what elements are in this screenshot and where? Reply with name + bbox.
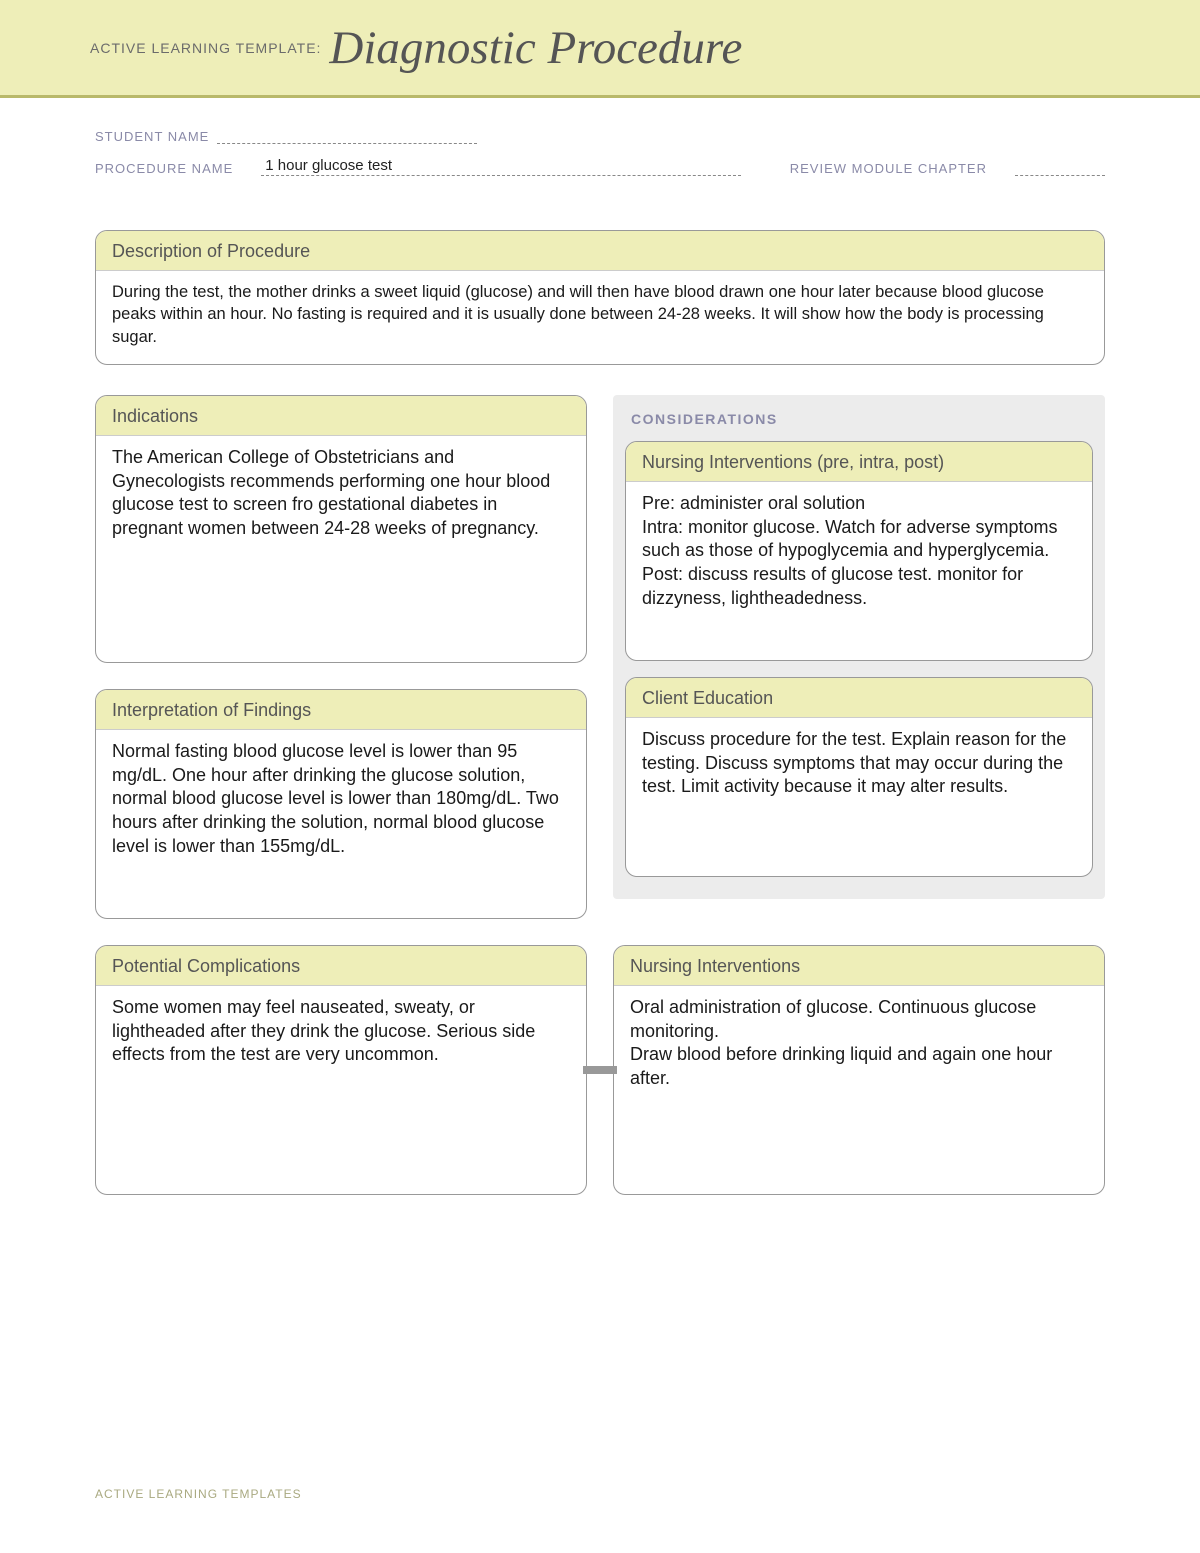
client-education-box: Client Education Discuss procedure for t… — [625, 677, 1093, 877]
indications-body: The American College of Obstetricians an… — [96, 436, 586, 557]
student-name-field[interactable] — [217, 126, 477, 144]
complications-box: Potential Complications Some women may f… — [95, 945, 587, 1195]
description-title: Description of Procedure — [96, 231, 1104, 271]
indications-box: Indications The American College of Obst… — [95, 395, 587, 663]
considerations-group: CONSIDERATIONS Nursing Interventions (pr… — [613, 395, 1105, 899]
header-prefix: ACTIVE LEARNING TEMPLATE: — [90, 40, 321, 56]
procedure-name-label: PROCEDURE NAME — [95, 161, 233, 176]
nursing-pre-body: Pre: administer oral solution Intra: mon… — [626, 482, 1092, 627]
indications-title: Indications — [96, 396, 586, 436]
complications-title: Potential Complications — [96, 946, 586, 986]
interpretation-title: Interpretation of Findings — [96, 690, 586, 730]
description-box: Description of Procedure During the test… — [95, 230, 1105, 365]
review-label: REVIEW MODULE CHAPTER — [790, 161, 987, 176]
right-column: CONSIDERATIONS Nursing Interventions (pr… — [613, 395, 1105, 945]
considerations-label: CONSIDERATIONS — [625, 395, 1093, 441]
client-education-title: Client Education — [626, 678, 1092, 718]
student-name-row: STUDENT NAME — [95, 126, 1105, 144]
procedure-name-field[interactable]: 1 hour glucose test — [261, 158, 741, 176]
description-body: During the test, the mother drinks a swe… — [96, 271, 1104, 364]
nursing-interventions-body: Oral administration of glucose. Continuo… — [614, 986, 1104, 1107]
procedure-row: PROCEDURE NAME 1 hour glucose test REVIE… — [95, 158, 1105, 176]
header-band: ACTIVE LEARNING TEMPLATE: Diagnostic Pro… — [0, 0, 1200, 98]
procedure-name-value: 1 hour glucose test — [265, 157, 392, 174]
nursing-pre-box: Nursing Interventions (pre, intra, post)… — [625, 441, 1093, 661]
student-name-label: STUDENT NAME — [95, 129, 209, 144]
review-field[interactable] — [1015, 158, 1105, 176]
interpretation-box: Interpretation of Findings Normal fastin… — [95, 689, 587, 919]
content-area: Description of Procedure During the test… — [0, 200, 1200, 1235]
nursing-pre-title: Nursing Interventions (pre, intra, post) — [626, 442, 1092, 482]
footer-text: ACTIVE LEARNING TEMPLATES — [95, 1487, 302, 1501]
two-column-area: Indications The American College of Obst… — [95, 395, 1105, 945]
connector-bar — [583, 1066, 617, 1074]
client-education-body: Discuss procedure for the test. Explain … — [626, 718, 1092, 815]
complications-body: Some women may feel nauseated, sweaty, o… — [96, 986, 586, 1083]
nursing-interventions-title: Nursing Interventions — [614, 946, 1104, 986]
header-title: Diagnostic Procedure — [329, 21, 742, 75]
meta-block: STUDENT NAME PROCEDURE NAME 1 hour gluco… — [0, 98, 1200, 200]
page: ACTIVE LEARNING TEMPLATE: Diagnostic Pro… — [0, 0, 1200, 1553]
nursing-interventions-box: Nursing Interventions Oral administratio… — [613, 945, 1105, 1195]
left-column: Indications The American College of Obst… — [95, 395, 587, 945]
bottom-row: Potential Complications Some women may f… — [95, 945, 1105, 1195]
interpretation-body: Normal fasting blood glucose level is lo… — [96, 730, 586, 875]
